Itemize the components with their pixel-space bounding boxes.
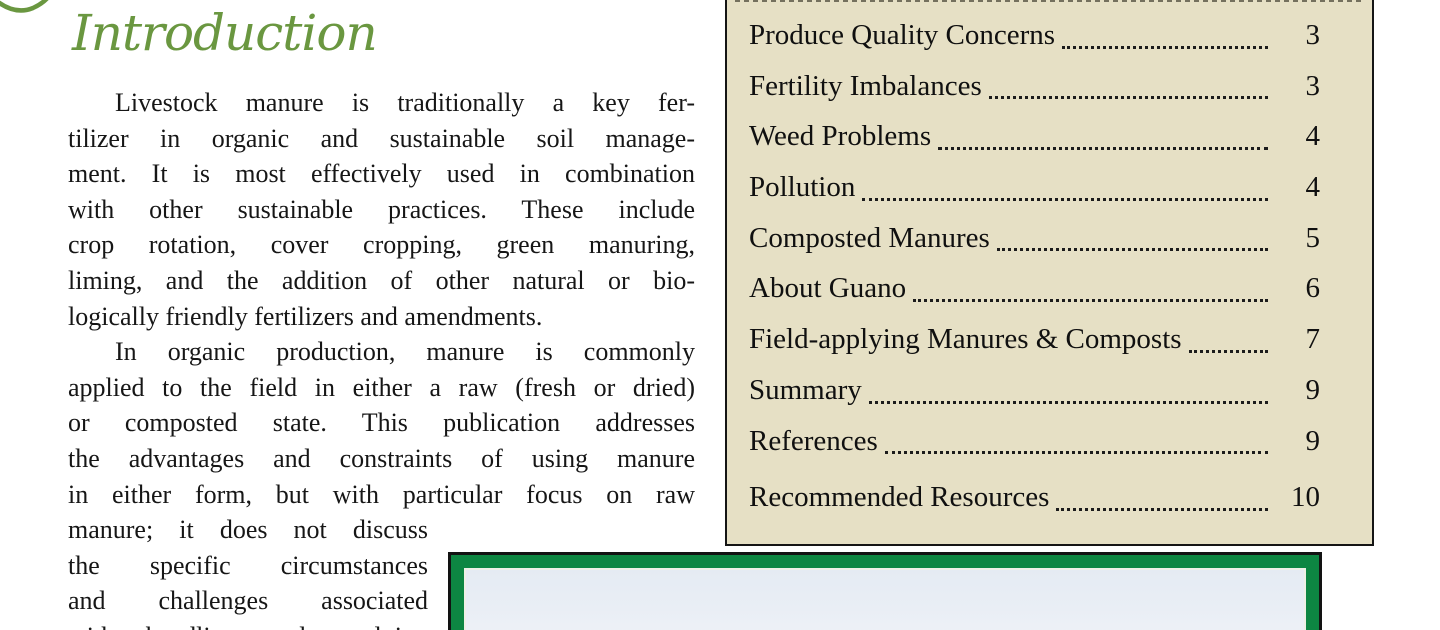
toc-entry: About Guano 6 bbox=[749, 263, 1320, 314]
toc-entry: Produce Quality Concerns 3 bbox=[749, 10, 1320, 61]
toc-entry: Composted Manures 5 bbox=[749, 213, 1320, 264]
toc-entry: Pollution 4 bbox=[749, 162, 1320, 213]
toc-entry-label: Weed Problems bbox=[749, 120, 932, 153]
body-text-line: In organic production, manure is commonl… bbox=[115, 337, 695, 367]
toc-leader-dots bbox=[1062, 45, 1268, 49]
body-text-line: applied to the field in either a raw (fr… bbox=[68, 372, 695, 402]
body-text-line: and challenges associated bbox=[68, 586, 428, 616]
toc-leader-dots bbox=[938, 147, 1268, 151]
body-text-line: the specific circumstances bbox=[68, 550, 428, 580]
body-text-line: ment. It is most effectively used in com… bbox=[68, 159, 695, 189]
clipped-row-remnant bbox=[735, 0, 1362, 2]
toc-entry: References 9 bbox=[749, 416, 1320, 467]
body-text-line: crop rotation, cover cropping, green man… bbox=[68, 230, 695, 260]
toc-entry-page-number: 6 bbox=[1305, 272, 1321, 305]
body-text-line: the advantages and constraints of using … bbox=[68, 443, 695, 473]
toc-entry-label: Fertility Imbalances bbox=[749, 69, 982, 102]
toc-leader-dots bbox=[913, 299, 1268, 303]
toc-entry-label: Composted Manures bbox=[749, 221, 990, 254]
toc-list: Produce Quality Concerns 3 Fertility Imb… bbox=[749, 10, 1320, 523]
toc-leader-dots bbox=[988, 96, 1268, 100]
toc-leader-dots bbox=[862, 197, 1268, 201]
toc-leader-dots bbox=[996, 248, 1268, 252]
toc-entry-page-number: 9 bbox=[1305, 424, 1321, 457]
body-text-line: liming, and the addition of other natura… bbox=[68, 265, 695, 295]
toc-leader-dots bbox=[1056, 507, 1268, 511]
article-body: Livestock manure is traditionally a key … bbox=[68, 85, 695, 630]
toc-leader-dots bbox=[1188, 349, 1268, 353]
body-text-line: tilizer in organic and sustainable soil … bbox=[68, 123, 695, 153]
toc-entry-page-number: 3 bbox=[1305, 19, 1321, 51]
toc-entry: Field-applying Manures & Composts 7 bbox=[749, 314, 1320, 365]
toc-entry: Recommended Resources 10 bbox=[749, 472, 1320, 523]
toc-entry-label: Recommended Resources bbox=[749, 481, 1050, 514]
body-text-line: with other sustainable practices. These … bbox=[68, 194, 695, 224]
body-text-line: in either form, but with particular focu… bbox=[68, 479, 695, 509]
toc-entry-page-number: 5 bbox=[1305, 221, 1321, 254]
sky-photo bbox=[464, 568, 1306, 630]
toc-entry: Summary 9 bbox=[749, 365, 1320, 416]
toc-entry: Weed Problems 4 bbox=[749, 111, 1320, 162]
body-text-line: manure; it does not discuss bbox=[68, 515, 428, 545]
section-heading: Introduction bbox=[72, 4, 378, 62]
toc-entry-label: References bbox=[749, 424, 878, 457]
photo-frame bbox=[448, 552, 1322, 630]
toc-entry-page-number: 4 bbox=[1305, 171, 1321, 204]
toc-entry-page-number: 4 bbox=[1305, 120, 1321, 153]
toc-leader-dots bbox=[884, 451, 1268, 455]
toc-entry-page-number: 9 bbox=[1305, 373, 1321, 406]
toc-entry-page-number: 7 bbox=[1305, 323, 1321, 356]
toc-entry: Fertility Imbalances 3 bbox=[749, 61, 1320, 112]
toc-leader-dots bbox=[868, 400, 1268, 404]
toc-entry-label: About Guano bbox=[749, 272, 907, 305]
toc-entry-page-number: 3 bbox=[1305, 69, 1321, 102]
body-text-line: Livestock manure is traditionally a key … bbox=[115, 88, 695, 117]
toc-box: Produce Quality Concerns 3 Fertility Imb… bbox=[725, 0, 1374, 546]
body-text-line: with handling and applying bbox=[68, 619, 428, 630]
body-text-line: logically friendly fertilizers and amend… bbox=[68, 301, 543, 331]
toc-entry-label: Field-applying Manures & Composts bbox=[749, 323, 1182, 356]
page-corner-swash-icon bbox=[0, 0, 49, 13]
body-text-line: or composted state. This publication add… bbox=[68, 408, 695, 438]
toc-entry-label: Produce Quality Concerns bbox=[749, 19, 1056, 51]
toc-entry-label: Pollution bbox=[749, 171, 856, 204]
toc-entry-label: Summary bbox=[749, 373, 862, 406]
toc-entry-page-number: 10 bbox=[1291, 481, 1320, 514]
